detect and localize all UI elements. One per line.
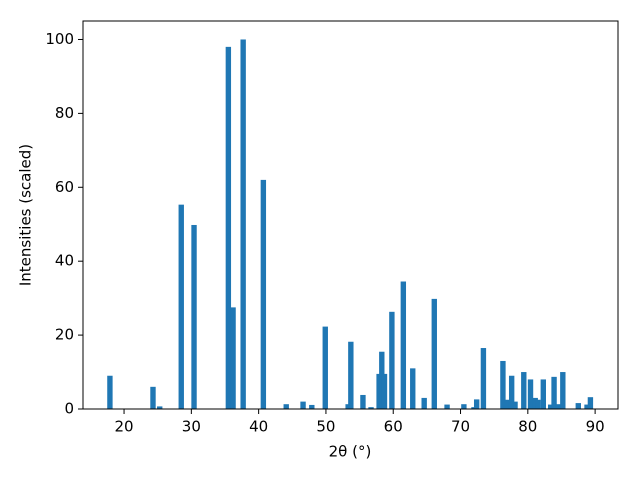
bar [512,401,518,409]
y-tick-label: 100 [45,30,74,48]
bar [400,281,407,409]
bar [260,179,267,409]
bar [431,298,437,409]
y-tick-label: 20 [55,326,74,344]
bar [107,375,113,409]
x-tick-label: 80 [518,418,537,436]
bar [575,403,581,409]
bar [410,368,416,409]
bar [300,401,306,409]
x-tick-label: 50 [316,418,335,436]
bar [309,404,315,409]
bar [521,372,527,409]
x-tick-label: 40 [249,418,268,436]
bar [473,399,480,409]
bar [157,406,163,409]
bar [527,379,534,409]
bar [368,407,374,409]
bar [322,326,328,409]
bar [504,399,510,409]
bar [548,404,554,409]
x-tick-label: 30 [182,418,201,436]
y-tick-label: 0 [64,400,74,418]
bar [225,46,232,409]
bar [360,394,366,409]
bar [283,404,289,409]
bar [508,375,515,409]
bar [587,397,594,409]
bar [555,404,561,409]
bar [240,39,246,409]
x-tick-label: 60 [384,418,403,436]
bar [379,351,385,409]
y-tick-label: 60 [55,178,74,196]
x-axis-label: 2θ (°) [329,443,372,461]
y-tick-label: 40 [55,252,74,270]
y-tick-label: 80 [55,104,74,122]
bar [584,404,590,409]
bar [421,397,427,409]
bar [461,404,467,409]
bar [150,386,156,409]
bar [348,341,354,409]
x-tick-label: 20 [115,418,134,436]
bar [500,360,506,409]
bar [230,307,236,409]
bar [381,373,388,409]
bar [551,376,557,409]
bar [178,204,184,409]
plot-frame [82,20,619,410]
x-tick-label: 70 [451,418,470,436]
bar [444,404,450,409]
bar [389,311,395,409]
bar [480,348,487,409]
bar [535,399,541,409]
bar [191,224,197,409]
x-tick-label: 90 [586,418,605,436]
bar [540,379,546,409]
y-axis-label: Intensities (scaled) [17,144,35,286]
bar [560,372,566,409]
